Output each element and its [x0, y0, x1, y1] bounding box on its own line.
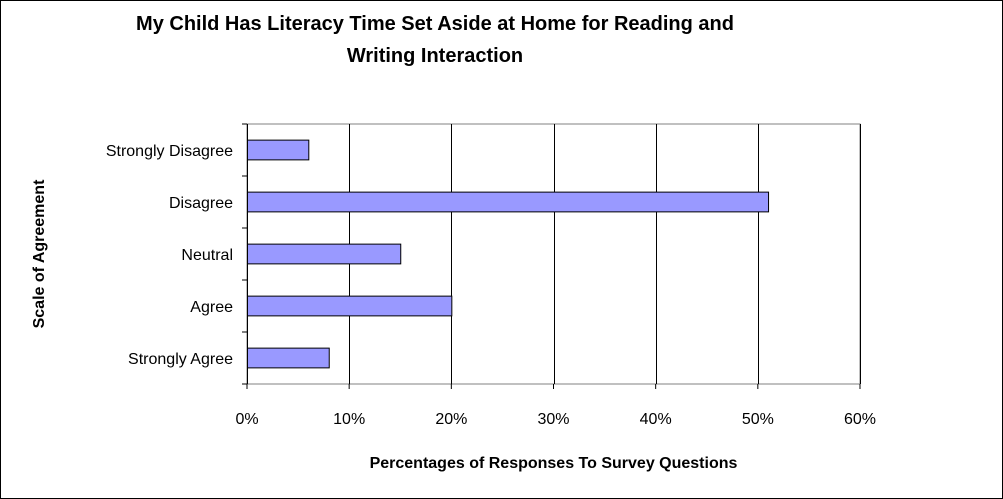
chart-title: My Child Has Literacy Time Set Aside at …	[136, 13, 734, 67]
bar[interactable]	[247, 139, 310, 161]
bar[interactable]	[247, 295, 453, 317]
x-tick-label: 50%	[742, 411, 774, 428]
y-category-label: Strongly Agree	[128, 351, 233, 368]
x-tick-label: 0%	[235, 411, 258, 428]
x-tick-label: 30%	[537, 411, 569, 428]
bar[interactable]	[247, 243, 402, 265]
bar[interactable]	[247, 347, 330, 369]
y-category-label: Disagree	[169, 195, 233, 212]
x-tick-label: 10%	[333, 411, 365, 428]
bar[interactable]	[247, 191, 770, 213]
x-tick-label: 40%	[640, 411, 672, 428]
y-category-label: Strongly Disagree	[106, 143, 233, 160]
x-tick-label: 20%	[435, 411, 467, 428]
y-axis-title: Scale of Agreement	[31, 179, 48, 328]
x-axis-title: Percentages of Responses To Survey Quest…	[370, 455, 738, 472]
y-category-label: Agree	[190, 299, 233, 316]
y-category-label: Neutral	[181, 247, 233, 264]
x-tick-label: 60%	[844, 411, 876, 428]
